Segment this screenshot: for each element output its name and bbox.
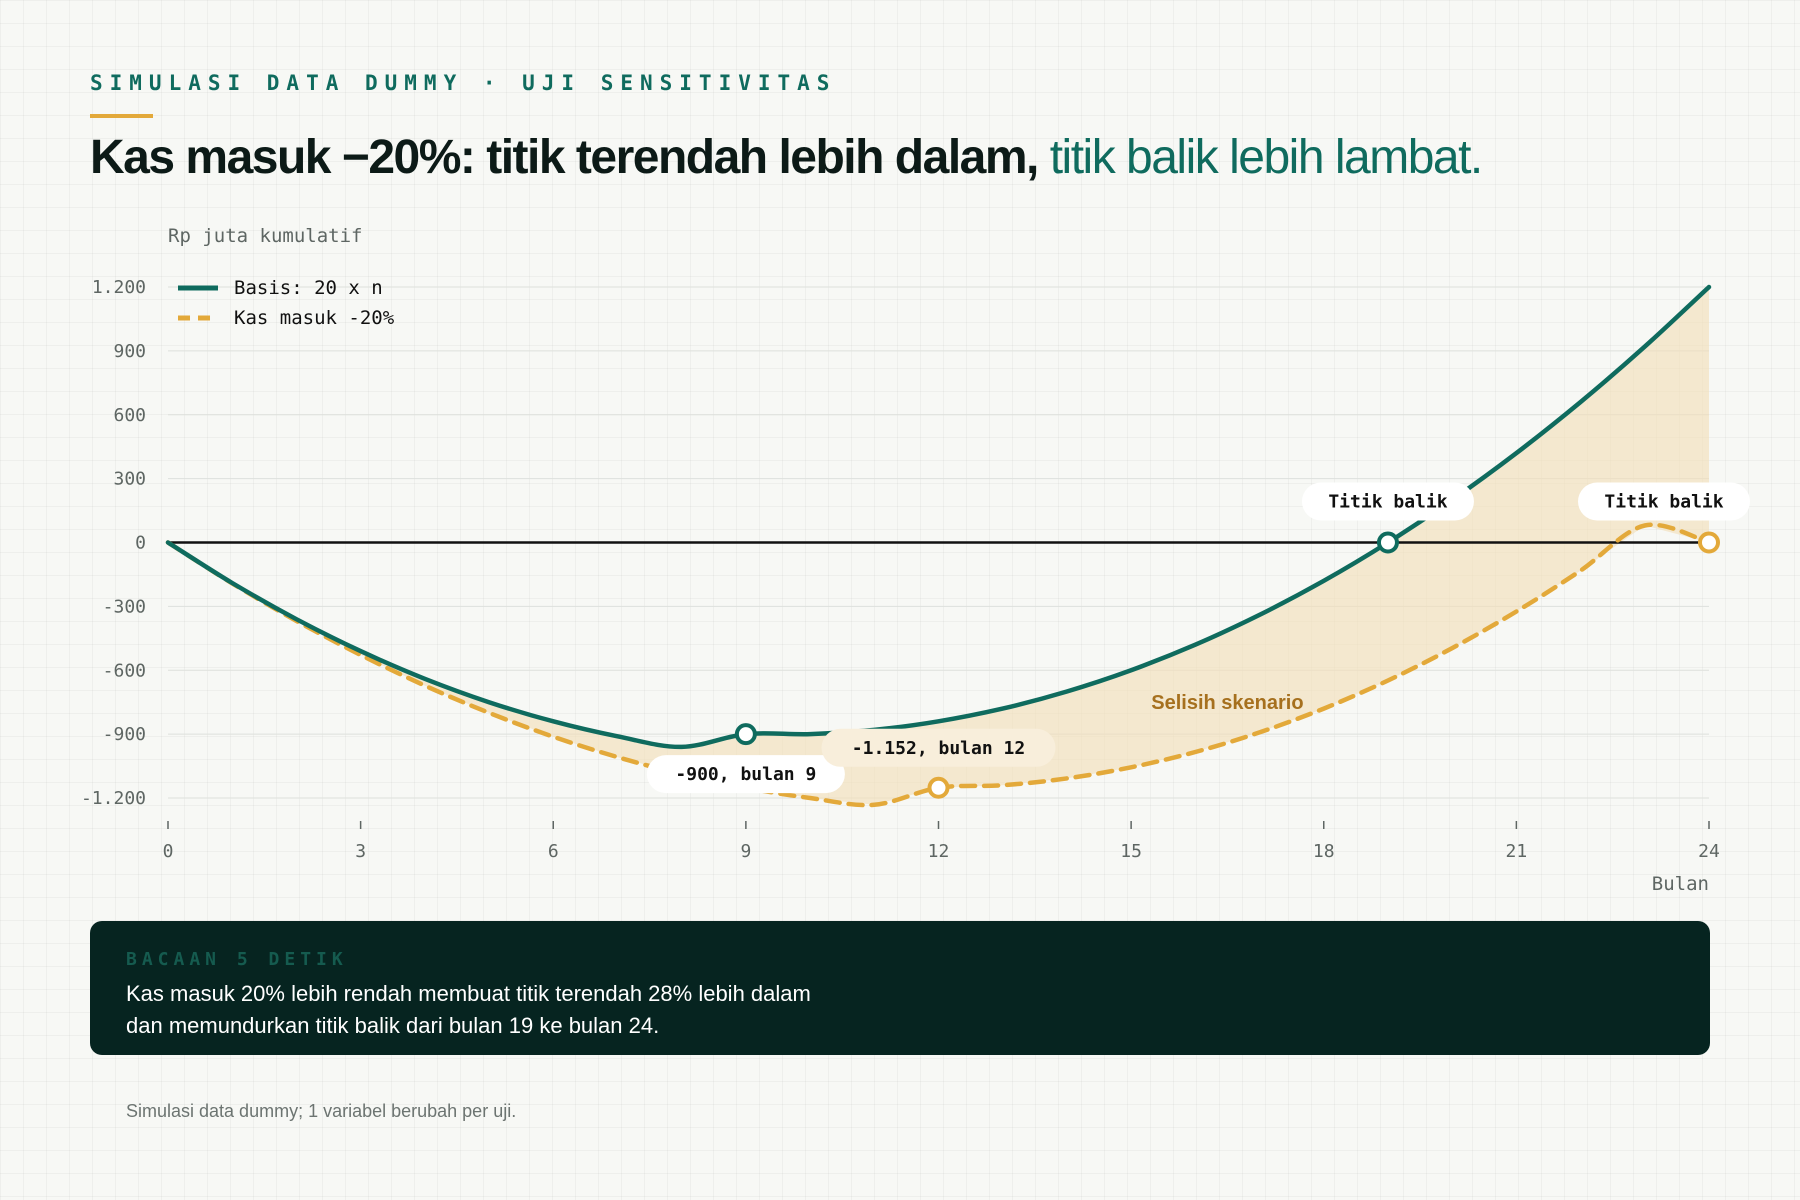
annotation-breakeven-basis-pill <box>1301 482 1474 521</box>
point-marker <box>927 776 950 799</box>
takeaway-panel: BACAAN 5 DETIK Kas masuk 20% lebih renda… <box>90 921 1710 1055</box>
annotation-breakeven-basis-text: Titik balik <box>1328 492 1447 513</box>
y-tick-label: -900 <box>103 724 146 745</box>
headline-accent: titik balik lebih lambat. <box>1049 131 1484 184</box>
y-tick-label: -1.200 <box>81 788 146 809</box>
y-tick-label: 0 <box>135 533 146 554</box>
x-tick-label: 6 <box>548 841 559 862</box>
annotation-breakeven-scenario-text: Titik balik <box>1604 492 1723 513</box>
x-tick-label: 0 <box>163 841 174 862</box>
annotation-trough-scenario-pill <box>821 728 1056 767</box>
sensitivity-chart: 1.200 900 600 300 0 -300 -600 -900 -1.200 0 3 6 9 12 1… <box>80 225 1750 895</box>
scenario-gap-area <box>168 287 1709 805</box>
legend-label-basis: Basis: 20 x n <box>234 277 383 299</box>
headline-main: Kas masuk −20%: titik terendah lebih dal… <box>90 131 1039 184</box>
eyebrow-underline <box>90 114 153 118</box>
annotation-trough-basis-pill <box>646 755 845 794</box>
x-tick-label: 3 <box>355 841 366 862</box>
point-marker <box>1376 531 1399 554</box>
x-tick-label: 12 <box>928 841 950 862</box>
x-tick-label: 18 <box>1313 841 1335 862</box>
x-tick-label: 15 <box>1120 841 1142 862</box>
eyebrow-label: SIMULASI DATA DUMMY · UJI SENSITIVITAS <box>90 71 837 95</box>
y-tick-label: -300 <box>103 596 146 617</box>
point-marker <box>1698 531 1720 554</box>
footnote: Simulasi data dummy; 1 variabel berubah … <box>126 1101 517 1121</box>
annotation-trough-basis-text: -900, bulan 9 <box>675 764 816 785</box>
x-tick-label: 21 <box>1506 841 1528 862</box>
grid-lines <box>168 286 1709 799</box>
x-tick-label: 24 <box>1698 841 1720 862</box>
annotation-trough-scenario-text: -1.152, bulan 12 <box>852 738 1025 759</box>
takeaway-label: BACAAN 5 DETIK <box>126 949 348 970</box>
x-axis-title: Bulan <box>1652 873 1709 895</box>
y-tick-label: 300 <box>113 469 146 490</box>
annotations: Titik balik Titik balik -900, bulan 9 -1.15… <box>646 482 1750 794</box>
legend-label-scenario: Kas masuk -20% <box>234 307 395 329</box>
x-tick-label: 9 <box>740 841 751 862</box>
y-tick-label: 600 <box>113 405 146 426</box>
point-markers <box>734 531 1720 799</box>
takeaway-line-1: Kas masuk 20% lebih rendah membuat titik… <box>126 981 811 1006</box>
y-axis-title: Rp juta kumulatif <box>168 225 362 247</box>
y-tick-label: 900 <box>113 341 146 362</box>
legend: Basis: 20 x n Kas masuk -20% <box>178 277 395 329</box>
y-tick-label: 1.200 <box>92 277 146 298</box>
point-marker <box>734 723 757 746</box>
takeaway-line-2: dan memundurkan titik balik dari bulan 1… <box>126 1013 660 1038</box>
axes: 1.200 900 600 300 0 -300 -600 -900 -1.200 0 3 6 9 12 1… <box>81 277 1720 862</box>
page-title: Kas masuk −20%: titik terendah lebih dal… <box>90 130 1484 185</box>
annotation-breakeven-scenario-pill <box>1578 482 1750 521</box>
y-tick-label: -600 <box>103 660 146 681</box>
annotation-scenario-gap: Selisih skenario <box>1151 692 1303 714</box>
